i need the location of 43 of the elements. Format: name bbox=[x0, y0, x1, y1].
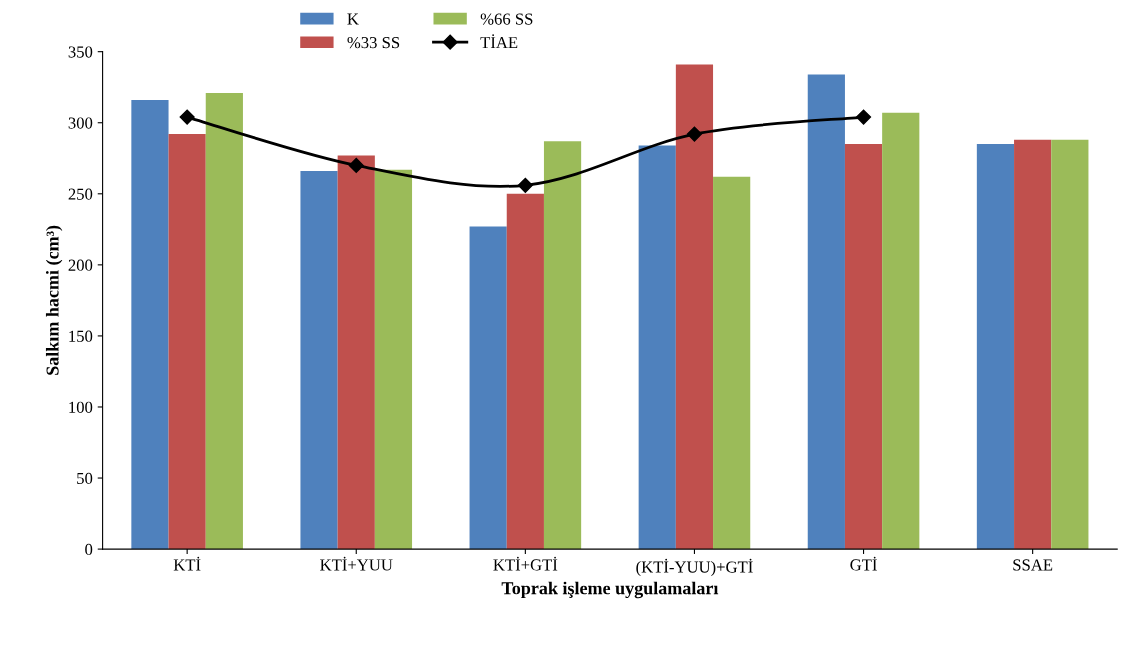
x-tick-label: KTİ bbox=[173, 556, 201, 571]
bar bbox=[1014, 139, 1052, 550]
point bbox=[179, 109, 195, 125]
x-tick-label: GTİ bbox=[850, 556, 877, 571]
bar bbox=[638, 145, 676, 550]
bar bbox=[469, 226, 507, 550]
bar bbox=[1051, 139, 1089, 550]
bar bbox=[675, 64, 714, 550]
y-tick-label: 0 bbox=[85, 543, 93, 556]
x-tick-label: SSAE bbox=[1013, 559, 1053, 571]
point bbox=[686, 126, 703, 142]
bar bbox=[844, 144, 883, 550]
y-axis-title: Salkım hacmi (cm³) bbox=[45, 225, 63, 375]
y-tick-label: 350 bbox=[68, 46, 93, 58]
x-axis-title: Toprak işleme uygulamaları bbox=[501, 581, 719, 599]
bar bbox=[300, 171, 338, 550]
y-tick-label: 200 bbox=[68, 259, 93, 271]
bar bbox=[713, 176, 751, 550]
point bbox=[855, 109, 872, 125]
bar bbox=[168, 134, 206, 550]
bar bbox=[543, 141, 582, 550]
y-tick-label: 50 bbox=[77, 472, 93, 484]
x-tick-label: KTİ+GTİ bbox=[493, 556, 558, 571]
bar bbox=[337, 155, 375, 550]
bar bbox=[807, 74, 845, 550]
legend-label: TİAE bbox=[480, 34, 518, 49]
y-tick-label: 300 bbox=[68, 117, 93, 129]
bar bbox=[131, 100, 169, 550]
point bbox=[517, 177, 533, 193]
bar bbox=[506, 193, 544, 550]
legend-label: K bbox=[347, 13, 359, 25]
bar bbox=[882, 112, 920, 550]
y-tick-label: 100 bbox=[69, 401, 93, 413]
y-tick-label: 250 bbox=[68, 188, 93, 200]
y-tick-label: 150 bbox=[69, 330, 93, 342]
legend-label: %66 SS bbox=[480, 13, 533, 25]
x-tick-label: KTİ+YUU bbox=[320, 556, 393, 571]
x-tick-label: (KTİ-YUU)+GTİ bbox=[636, 558, 753, 577]
bar bbox=[205, 92, 243, 550]
point bbox=[348, 157, 364, 173]
bar bbox=[374, 169, 413, 550]
legend-label: %33 SS bbox=[347, 36, 400, 49]
bar bbox=[976, 144, 1015, 550]
